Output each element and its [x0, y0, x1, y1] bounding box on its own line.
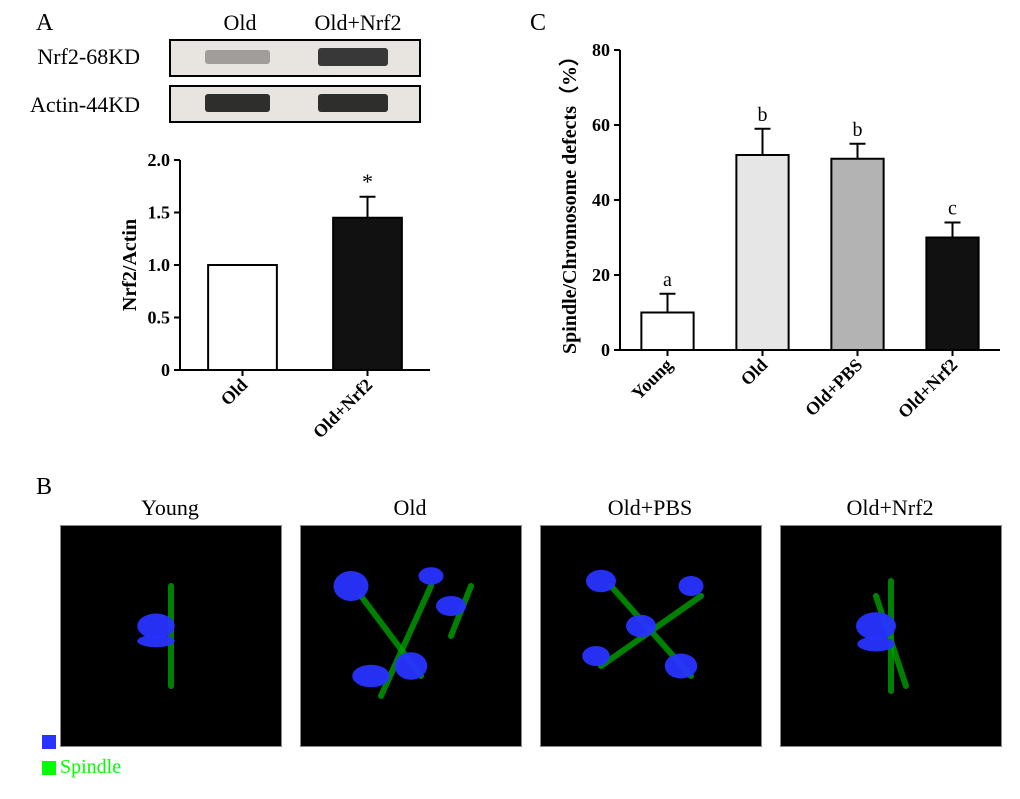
- svg-text:0: 0: [601, 340, 610, 360]
- panel-label-a: A: [36, 10, 53, 37]
- panelC-bar-chart: 0 20 40 60 80 Spindle/Chromosome defects（%） Yo…: [540, 30, 1010, 470]
- svg-text:Old+Nrf2: Old+Nrf2: [309, 375, 376, 442]
- svg-text:2.0: 2.0: [148, 150, 171, 170]
- panel-label-b: B: [36, 474, 52, 501]
- micrograph-1: [300, 525, 522, 747]
- svg-text:20: 20: [592, 265, 610, 285]
- micro-caption-2: Old+PBS: [540, 495, 760, 521]
- micro-caption-3: Old+Nrf2: [780, 495, 1000, 521]
- svg-text:80: 80: [592, 40, 610, 60]
- micro-caption-0: Young: [60, 495, 280, 521]
- blot-col-oldnrf2: Old+Nrf2: [298, 10, 418, 36]
- blot-col-old: Old: [200, 10, 280, 36]
- svg-text:a: a: [663, 269, 672, 291]
- svg-text:c: c: [948, 198, 957, 220]
- micrograph-0: [60, 525, 282, 747]
- svg-text:Old+PBS: Old+PBS: [801, 355, 866, 420]
- svg-text:Old+Nrf2: Old+Nrf2: [894, 355, 961, 422]
- svg-text:Young: Young: [628, 355, 677, 404]
- micro-caption-1: Old: [300, 495, 520, 521]
- svg-text:40: 40: [592, 190, 610, 210]
- svg-text:Spindle/Chromosome defects（%）: Spindle/Chromosome defects（%）: [558, 46, 581, 354]
- svg-text:b: b: [758, 104, 768, 126]
- legend-spindle: Spindle: [42, 756, 121, 779]
- svg-text:1.5: 1.5: [148, 203, 171, 223]
- blot-row-actin: Actin-44KD: [10, 92, 140, 118]
- micrograph-3: [780, 525, 1002, 747]
- svg-text:Old: Old: [737, 355, 772, 390]
- svg-text:Old: Old: [217, 375, 252, 410]
- svg-text:0.5: 0.5: [148, 308, 171, 328]
- svg-text:0: 0: [161, 360, 170, 380]
- svg-text:Nrf2/Actin: Nrf2/Actin: [119, 219, 141, 311]
- svg-text:b: b: [853, 119, 863, 141]
- blot-row-nrf2: Nrf2-68KD: [10, 44, 140, 70]
- svg-text:60: 60: [592, 115, 610, 135]
- panelA-bar-chart: 0 0.5 1.0 1.5 2.0 Nrf2/Actin Old Old+Nrf2 *: [110, 140, 440, 470]
- micrograph-2: [540, 525, 762, 747]
- svg-text:1.0: 1.0: [148, 255, 171, 275]
- western-blot: [150, 36, 440, 126]
- svg-text:*: *: [362, 169, 373, 194]
